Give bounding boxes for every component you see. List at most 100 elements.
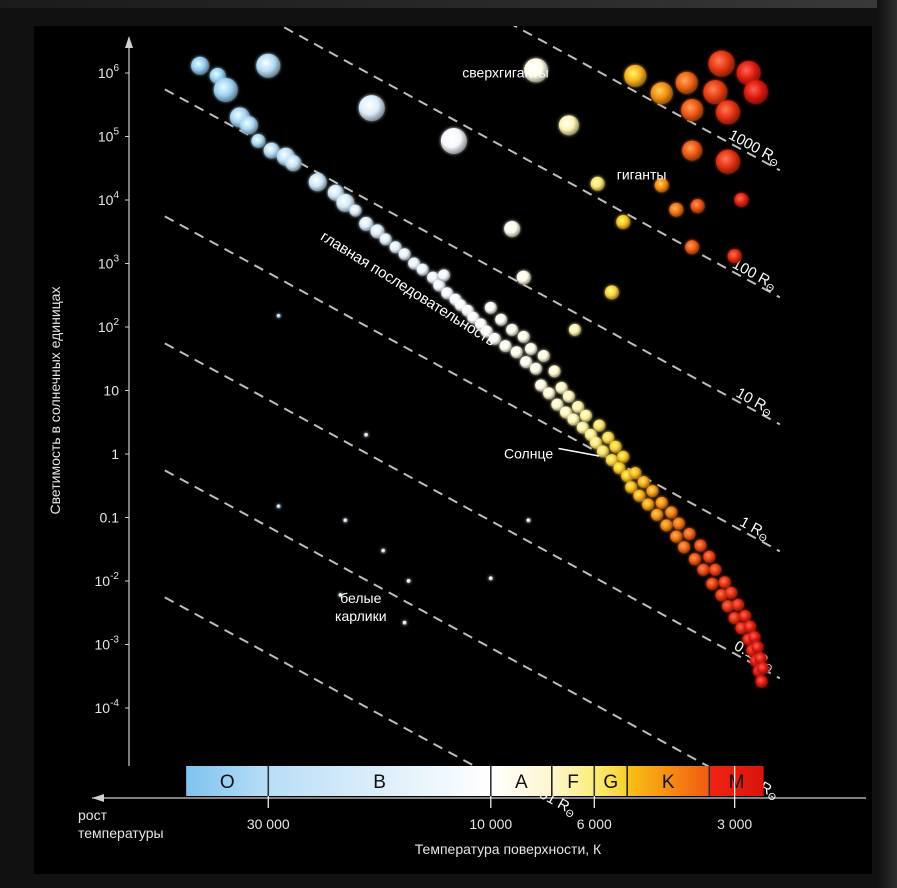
star-point <box>440 127 467 154</box>
spectral-class-segment <box>186 766 269 796</box>
star-point <box>537 349 550 362</box>
spectral-class-segment <box>268 766 491 796</box>
radius-line <box>164 215 781 553</box>
star-point <box>499 340 512 353</box>
star-point <box>715 589 728 602</box>
y-tick-label: 102 <box>98 317 120 335</box>
star-point <box>516 270 531 285</box>
x-tick-label: 30 000 <box>247 816 290 832</box>
star-point <box>524 343 537 356</box>
star-point <box>562 390 575 403</box>
spectral-class-label: O <box>220 772 235 793</box>
y-tick-label: 106 <box>98 63 120 81</box>
frame-right-edge <box>877 0 897 888</box>
radius-line-label: 1 RΘ <box>736 513 773 545</box>
y-tick-label: 10-4 <box>95 698 120 716</box>
x-axis-title: Температура поверхности, К <box>415 841 602 857</box>
star-point <box>672 517 685 530</box>
star-point <box>685 240 700 255</box>
star-point <box>751 641 764 654</box>
star-point <box>349 204 362 217</box>
star-point <box>642 498 655 511</box>
star-point <box>716 100 741 125</box>
y-tick-label: 10-2 <box>95 571 120 589</box>
star-point <box>408 257 421 270</box>
y-tick-label: 0.1 <box>100 510 120 526</box>
star-point <box>604 285 619 300</box>
star-point <box>551 398 564 411</box>
star-point <box>433 279 446 292</box>
star-point <box>654 178 669 193</box>
x-tick-label: 6 000 <box>577 816 612 832</box>
radius-line <box>164 342 781 680</box>
y-tick-label: 1 <box>111 446 119 462</box>
star-point <box>416 263 429 276</box>
star-point <box>580 409 593 422</box>
temperature-growth-label: рост <box>78 807 108 823</box>
radius-line <box>512 26 781 172</box>
star-point <box>690 199 705 214</box>
radius-line <box>164 88 781 426</box>
x-tick-label: 3 000 <box>717 816 752 832</box>
star-point <box>364 432 369 437</box>
star-point <box>529 362 542 375</box>
star-point <box>722 600 735 613</box>
star-point <box>669 202 684 217</box>
star-point <box>682 140 703 161</box>
y-tick-label: 105 <box>98 127 120 145</box>
radius-line-label: 10 RΘ <box>732 384 776 420</box>
star-point <box>256 53 281 78</box>
star-point <box>276 313 281 318</box>
star-point <box>725 586 738 599</box>
star-point <box>548 365 561 378</box>
spectral-class-segment <box>594 766 628 796</box>
star-point <box>734 193 749 207</box>
star-point <box>703 550 716 563</box>
white-dwarfs-label: белые <box>340 590 381 606</box>
star-point <box>441 287 454 300</box>
star-point <box>191 56 210 75</box>
star-point <box>646 485 659 498</box>
star-point <box>748 631 761 644</box>
star-point <box>555 381 568 394</box>
star-point <box>625 481 638 494</box>
star-point <box>670 530 683 543</box>
star-point <box>660 519 673 532</box>
star-point <box>510 346 523 359</box>
spectral-class-label: F <box>567 772 579 793</box>
star-point <box>263 142 280 159</box>
star-point <box>567 413 580 426</box>
spectral-class-segment <box>627 766 710 796</box>
star-point <box>708 50 735 77</box>
star-point <box>688 553 701 566</box>
star-point <box>681 99 704 122</box>
star-point <box>488 576 493 581</box>
star-point <box>336 193 355 212</box>
star-point <box>718 576 731 589</box>
spectral-class-segment <box>551 766 595 796</box>
star-point <box>675 71 698 94</box>
star-point <box>343 518 348 523</box>
star-point <box>359 216 374 231</box>
star-point <box>694 539 707 552</box>
star-point <box>379 233 392 246</box>
radius-line <box>164 469 710 766</box>
star-point <box>602 431 615 444</box>
star-point <box>543 387 556 400</box>
star-point <box>736 61 761 85</box>
star-point <box>558 115 579 136</box>
spectral-class-label: B <box>373 772 386 793</box>
star-point <box>381 548 386 553</box>
spectral-class-segment <box>490 766 552 796</box>
star-point <box>589 436 602 449</box>
star-point <box>744 80 769 105</box>
star-point <box>506 323 519 336</box>
star-point <box>568 323 581 336</box>
star-point <box>590 176 605 191</box>
star-point <box>678 541 691 554</box>
star-point <box>370 224 385 239</box>
star-point <box>437 269 450 282</box>
star-point <box>338 593 343 598</box>
star-point <box>495 313 508 326</box>
